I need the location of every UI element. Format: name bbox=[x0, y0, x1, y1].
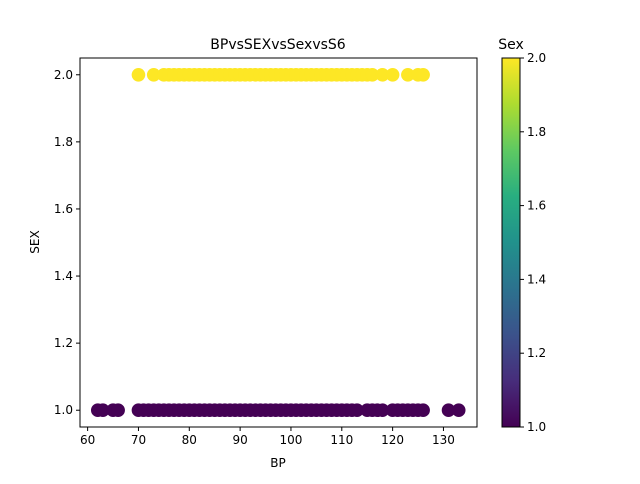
x-tick-label: 130 bbox=[432, 433, 455, 447]
points-layer bbox=[90, 67, 466, 418]
x-tick-label: 60 bbox=[80, 433, 95, 447]
colorbar-tick-label: 1.8 bbox=[527, 125, 546, 139]
data-point bbox=[146, 67, 161, 82]
data-point bbox=[375, 403, 390, 418]
data-point bbox=[375, 67, 390, 82]
data-point bbox=[131, 67, 146, 82]
x-tick-label: 80 bbox=[182, 433, 197, 447]
y-tick-label: 1.2 bbox=[54, 336, 73, 350]
colorbar-tick-label: 1.4 bbox=[527, 272, 546, 286]
y-axis: 1.0 1.2 1.4 1.6 1.8 2.0 bbox=[54, 68, 80, 417]
data-point bbox=[350, 403, 364, 418]
data-point bbox=[416, 403, 430, 418]
colorbar-title: Sex bbox=[498, 37, 524, 53]
colorbar-tick-label: 2.0 bbox=[527, 51, 546, 65]
data-point bbox=[416, 67, 430, 82]
y-tick-label: 1.0 bbox=[54, 403, 73, 417]
y-tick-label: 2.0 bbox=[54, 68, 73, 82]
colorbar bbox=[502, 58, 520, 427]
y-tick-label: 1.8 bbox=[54, 135, 73, 149]
data-point bbox=[385, 67, 400, 82]
data-point bbox=[111, 403, 125, 418]
colorbar-tick-label: 1.0 bbox=[527, 420, 546, 434]
colorbar-tick-label: 1.6 bbox=[527, 199, 546, 213]
y-axis-label: SEX bbox=[28, 230, 42, 253]
x-tick-label: 100 bbox=[280, 433, 303, 447]
data-point bbox=[96, 403, 110, 418]
plot-frame bbox=[79, 57, 478, 428]
x-tick-label: 120 bbox=[381, 433, 404, 447]
data-point bbox=[401, 67, 415, 82]
x-tick-label: 90 bbox=[232, 433, 247, 447]
x-axis: 60 70 80 90 100 110 120 130 bbox=[80, 427, 455, 447]
data-point bbox=[441, 403, 456, 418]
data-point bbox=[365, 67, 380, 82]
data-point bbox=[451, 403, 466, 418]
colorbar-frame bbox=[501, 57, 521, 428]
colorbar-axis: 1.0 1.2 1.4 1.6 1.8 2.0 bbox=[520, 51, 546, 434]
colorbar-tick-label: 1.2 bbox=[527, 346, 546, 360]
y-tick-label: 1.4 bbox=[54, 269, 73, 283]
x-axis-label: BP bbox=[270, 456, 285, 470]
y-tick-label: 1.6 bbox=[54, 202, 73, 216]
x-tick-label: 110 bbox=[330, 433, 353, 447]
x-tick-label: 70 bbox=[131, 433, 146, 447]
chart-title: BPvsSEXvsSexvsS6 bbox=[210, 37, 346, 53]
